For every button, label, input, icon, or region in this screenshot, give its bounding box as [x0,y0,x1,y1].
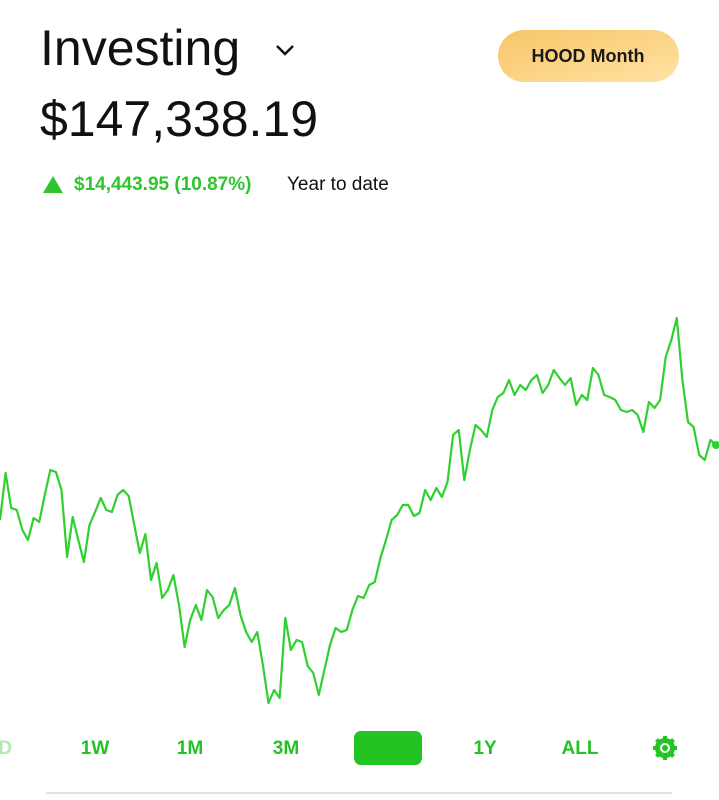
price-line [0,316,717,705]
range-button[interactable]: 3M [273,738,299,759]
range-button[interactable]: 1W [81,738,110,759]
period-label: Year to date [287,174,389,195]
range-button[interactable]: YTD [369,738,407,759]
button-label[interactable]: HOOD Month [532,46,645,66]
range-button[interactable]: 1M [177,738,203,759]
current-point [712,441,719,449]
settings-gear[interactable] [653,736,677,760]
hood-month-button[interactable] [498,30,679,82]
range-selected-pill[interactable] [354,731,422,765]
dropdown-chevron[interactable] [276,45,294,56]
range-button[interactable]: ALL [562,738,599,759]
range-button[interactable]: 1Y [473,738,497,759]
range-selector: 1D 1W 1M 3M YTD 1Y ALL [0,731,599,765]
change: $14,443.95 (10.87%) [74,174,251,195]
balance: $147,338.19 [40,91,318,147]
range-button[interactable]: 1D [0,738,12,759]
up-arrow [43,176,63,193]
title: Investing [40,20,240,76]
chart [0,316,719,705]
